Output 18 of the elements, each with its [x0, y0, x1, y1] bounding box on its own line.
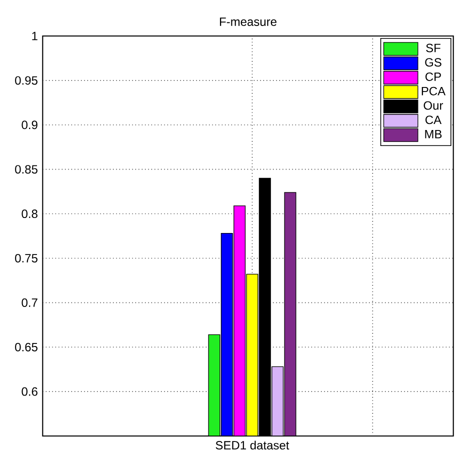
- legend-label: CP: [425, 72, 441, 81]
- y-tick-label: 0.95: [15, 76, 38, 85]
- chart-title: F-measure: [220, 18, 276, 26]
- y-tick-label: 0.75: [15, 254, 38, 262]
- y-tick-label: 0.65: [15, 342, 38, 352]
- legend-label: Our: [424, 101, 444, 110]
- legend-label: MB: [425, 130, 442, 138]
- y-tick-label: 0.6: [22, 387, 38, 396]
- y-tick-label: 0.85: [15, 165, 38, 174]
- legend-label: SF: [426, 44, 440, 52]
- x-tick-label: SED1 dataset: [216, 440, 290, 450]
- y-tick-label: 1: [32, 32, 38, 40]
- legend-label: CA: [425, 116, 442, 124]
- legend-label: GS: [425, 58, 442, 67]
- y-tick-label: 0.7: [22, 298, 38, 307]
- legend-label: PCA: [422, 86, 446, 96]
- y-tick-label: 0.9: [22, 120, 38, 130]
- y-tick-label: 0.8: [22, 210, 38, 218]
